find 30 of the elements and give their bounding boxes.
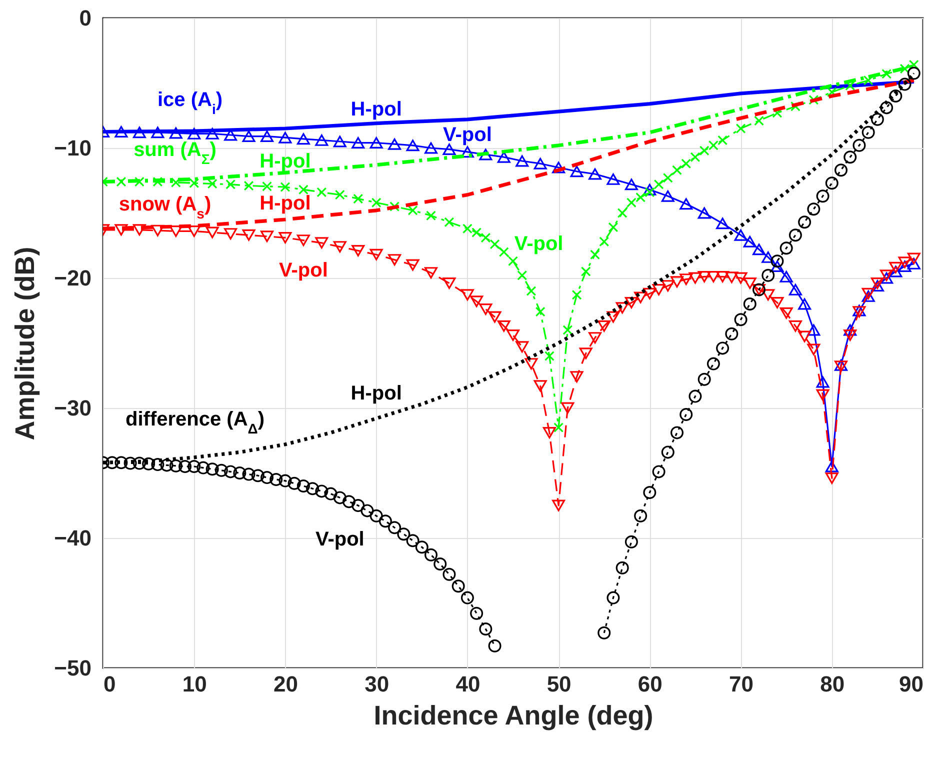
x-tick-label: 80 (820, 672, 845, 696)
y-tick-label: −40 (54, 526, 92, 550)
x-tick-label: 70 (729, 672, 754, 696)
y-axis-title: Amplitude (dB) (10, 246, 40, 440)
y-tick-label: 0 (79, 6, 92, 30)
x-tick-label: 20 (273, 672, 298, 696)
y-tick-label: −30 (54, 396, 92, 420)
x-tick-label: 50 (546, 672, 572, 696)
y-tick-label: −10 (54, 136, 92, 160)
annotation: sum (A$_{Σ}$) (134, 138, 216, 167)
y-tick-label: −50 (54, 656, 92, 680)
series-label: V-pol (279, 259, 328, 282)
series-label: V-pol (443, 124, 492, 146)
series-label: H-pol (260, 150, 311, 173)
x-tick-label: 0 (104, 672, 116, 696)
series-label: V-pol (514, 233, 564, 256)
series-label: H-pol (350, 382, 402, 404)
x-tick-label: 10 (182, 672, 207, 696)
x-tick-label: 40 (456, 672, 480, 696)
annotation: snow (A$_{s}$) (118, 194, 212, 222)
x-tick-label: 60 (638, 672, 662, 696)
annotation: ice (A$_{i}$) (157, 88, 223, 117)
series-label: H-pol (260, 192, 311, 214)
x-tick-label: 90 (899, 672, 924, 696)
annotation: difference (A$_{Δ}$) (126, 408, 264, 437)
x-axis-title: Incidence Angle (deg) (374, 700, 654, 730)
x-tick-label: 30 (364, 672, 390, 696)
series-label: V-pol (315, 528, 364, 551)
y-tick-label: −20 (54, 266, 92, 290)
series-label: H-pol (350, 98, 402, 120)
